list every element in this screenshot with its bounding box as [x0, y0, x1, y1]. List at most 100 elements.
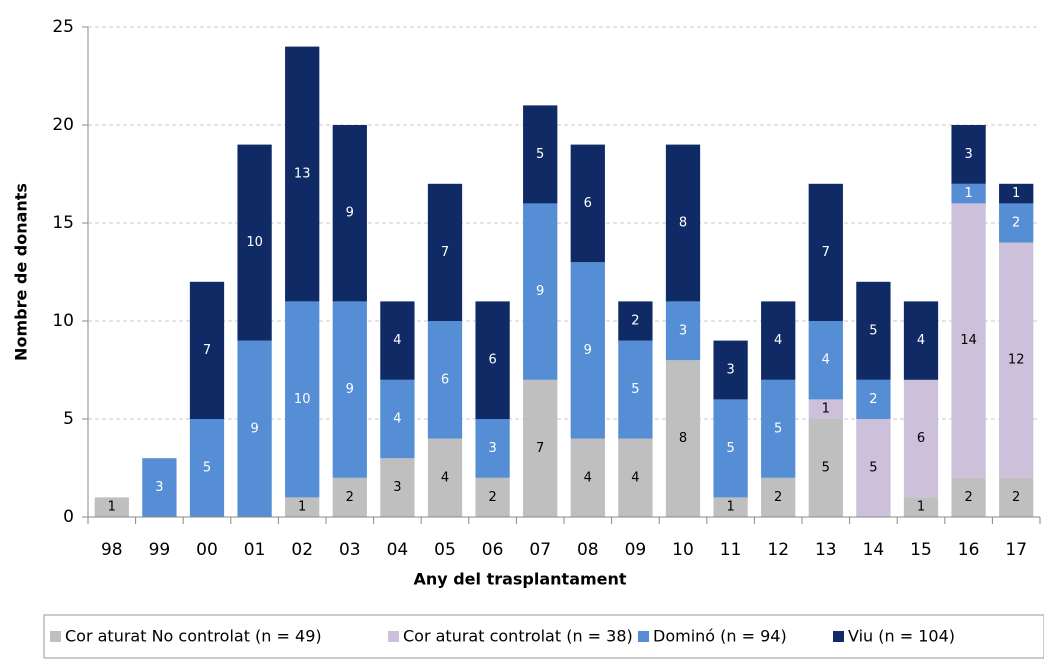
data-label: 2	[869, 392, 877, 407]
x-tick-label: 04	[387, 540, 409, 560]
data-label: 2	[964, 490, 972, 505]
bar-segment	[285, 46, 320, 302]
bar-segment	[618, 340, 653, 439]
bar-segment	[475, 301, 510, 419]
data-label: 7	[203, 343, 211, 358]
bar-segment	[285, 301, 320, 498]
x-tick-label: 17	[1005, 540, 1027, 560]
x-tick-label: 99	[149, 540, 171, 560]
y-axis-title: Nombre de donants	[12, 183, 31, 361]
x-tick-label: 07	[529, 540, 551, 560]
data-label: 1	[298, 500, 306, 515]
data-label: 5	[203, 461, 211, 476]
x-tick-label: 02	[291, 540, 313, 560]
data-label: 8	[679, 216, 687, 231]
bar-segment	[237, 340, 272, 517]
bar-segment	[903, 301, 939, 380]
data-label: 13	[294, 167, 311, 182]
x-tick-label: 10	[672, 540, 694, 560]
data-label: 1	[726, 500, 734, 515]
bar-segment	[808, 399, 843, 419]
bar-segment	[761, 379, 796, 478]
data-label: 4	[441, 470, 449, 485]
x-tick-label: 12	[767, 540, 789, 560]
x-tick-label: 09	[625, 540, 647, 560]
data-label: 2	[346, 490, 354, 505]
bar-segment	[761, 301, 796, 380]
bar-segment	[618, 301, 653, 341]
legend-label: Dominó (n = 94)	[653, 627, 787, 646]
y-tick-label: 5	[63, 409, 74, 429]
data-label: 5	[774, 421, 782, 436]
data-label: 2	[1012, 490, 1020, 505]
legend-swatch	[638, 631, 649, 642]
bar-segment	[903, 379, 939, 498]
x-tick-label: 13	[815, 540, 837, 560]
data-label: 4	[393, 333, 401, 348]
bar-segment	[94, 497, 129, 517]
data-label: 8	[679, 431, 687, 446]
data-label: 9	[346, 382, 354, 397]
data-label: 4	[774, 333, 782, 348]
bar-segment	[808, 419, 843, 517]
data-label: 5	[631, 382, 639, 397]
y-tick-label: 10	[52, 311, 74, 331]
data-label: 5	[869, 323, 877, 338]
data-label: 2	[1012, 216, 1020, 231]
x-tick-label: 16	[958, 540, 980, 560]
data-label: 9	[536, 284, 544, 299]
data-label: 6	[488, 353, 496, 368]
bar-segment	[475, 419, 510, 478]
data-label: 6	[584, 196, 592, 211]
bar-segment	[713, 497, 748, 517]
data-label: 4	[584, 470, 592, 485]
bar-segment	[237, 144, 272, 341]
bar-segment	[808, 183, 843, 321]
x-tick-label: 15	[910, 540, 932, 560]
bar-segment	[332, 301, 367, 478]
data-label: 1	[822, 402, 830, 417]
bar-segment	[665, 301, 701, 361]
data-label: 5	[822, 461, 830, 476]
x-tick-label: 98	[101, 540, 123, 560]
data-label: 3	[393, 480, 401, 495]
data-label: 1	[1012, 186, 1020, 201]
data-label: 3	[155, 480, 163, 495]
bar-segment	[999, 477, 1034, 517]
data-label: 3	[679, 323, 687, 338]
bar-segment	[951, 125, 986, 184]
legend-label: Viu (n = 104)	[848, 627, 955, 646]
bar-segment	[332, 125, 367, 302]
data-label: 1	[964, 186, 972, 201]
bar-segment	[761, 477, 796, 517]
data-label: 2	[488, 490, 496, 505]
bar-segment	[475, 477, 510, 517]
data-label: 3	[726, 363, 734, 378]
x-tick-label: 00	[196, 540, 218, 560]
data-label: 1	[917, 500, 925, 515]
data-label: 5	[869, 461, 877, 476]
y-tick-label: 25	[52, 17, 74, 37]
x-tick-label: 14	[863, 540, 885, 560]
data-label: 4	[631, 470, 639, 485]
bar-segment	[856, 281, 891, 380]
data-label: 2	[631, 314, 639, 329]
bar-segment	[903, 497, 939, 517]
bar-segment	[618, 438, 653, 517]
data-label: 9	[584, 343, 592, 358]
bar-segment	[570, 262, 605, 439]
bar-segment	[427, 183, 463, 321]
bar-segment	[427, 321, 463, 439]
bar-segment	[142, 458, 177, 517]
bar-segment	[665, 360, 701, 517]
data-label: 7	[441, 245, 449, 260]
x-tick-label: 06	[482, 540, 504, 560]
bar-segment	[856, 379, 891, 419]
y-tick-label: 20	[52, 115, 74, 135]
data-label: 4	[822, 353, 830, 368]
x-tick-label: 03	[339, 540, 361, 560]
bar-segment	[427, 438, 463, 517]
bar-segment	[380, 379, 415, 459]
data-label: 7	[822, 245, 830, 260]
